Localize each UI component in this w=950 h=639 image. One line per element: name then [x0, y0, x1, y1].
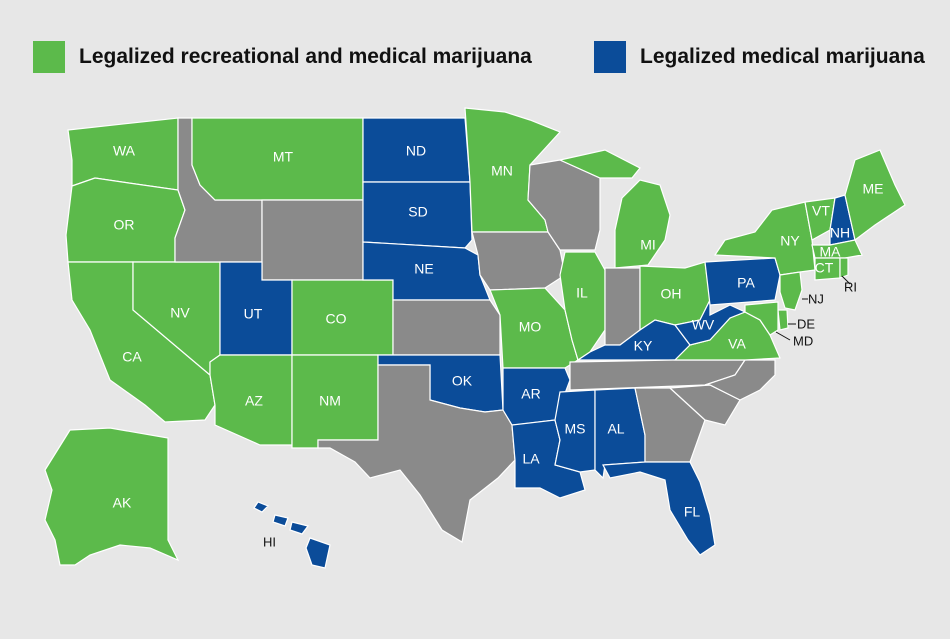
state-SD	[362, 181, 473, 249]
legend-item-recreational: Legalized recreational and medical marij…	[33, 41, 532, 73]
label-AZ: AZ	[245, 393, 263, 409]
label-UT: UT	[244, 306, 263, 322]
state-DE	[777, 309, 789, 331]
label-NY: NY	[780, 233, 800, 249]
label-MN: MN	[491, 163, 513, 179]
legend-item-medical: Legalized medical marijuana	[594, 41, 925, 73]
label-DE: DE	[797, 316, 815, 331]
label-AR: AR	[521, 386, 540, 402]
label-KY: KY	[634, 338, 653, 354]
label-CT: CT	[815, 260, 834, 276]
label-CO: CO	[326, 311, 347, 327]
label-AL: AL	[607, 421, 624, 437]
label-OK: OK	[452, 373, 473, 389]
state-TX	[317, 364, 516, 543]
label-FL: FL	[684, 504, 701, 520]
leader-RI	[841, 275, 851, 285]
label-VT: VT	[812, 203, 830, 219]
label-PA: PA	[737, 275, 755, 291]
legend-swatch-medical	[594, 41, 626, 73]
label-MS: MS	[565, 421, 586, 437]
label-NE: NE	[414, 261, 433, 277]
label-VA: VA	[728, 336, 746, 352]
label-AK: AK	[113, 495, 132, 511]
label-OR: OR	[114, 217, 135, 233]
state-HI	[253, 501, 331, 569]
label-RI: RI	[844, 279, 857, 294]
state-ME	[844, 149, 906, 242]
label-WV: WV	[692, 317, 715, 333]
label-HI: HI	[263, 534, 276, 549]
label-CA: CA	[122, 349, 142, 365]
legend-label-medical: Legalized medical marijuana	[640, 45, 925, 68]
state-KS	[392, 299, 501, 356]
leader-MD	[775, 331, 791, 341]
state-PA	[704, 257, 781, 306]
legend-swatch-recreational	[33, 41, 65, 73]
label-ND: ND	[406, 143, 426, 159]
state-NJ	[779, 271, 803, 311]
state-MI	[558, 149, 671, 269]
label-MD: MD	[793, 333, 813, 348]
state-IA	[471, 231, 566, 291]
label-IL: IL	[576, 285, 588, 301]
label-SD: SD	[408, 204, 427, 220]
label-OH: OH	[661, 286, 682, 302]
label-MO: MO	[519, 319, 542, 335]
label-WA: WA	[113, 143, 136, 159]
legend: Legalized recreational and medical marij…	[0, 0, 950, 110]
state-WV	[673, 299, 747, 346]
label-MT: MT	[273, 149, 294, 165]
state-MD	[744, 301, 779, 336]
label-NH: NH	[830, 225, 850, 241]
label-NM: NM	[319, 393, 341, 409]
state-RI	[839, 257, 849, 279]
state-NC	[704, 359, 776, 401]
label-MI: MI	[640, 237, 656, 253]
label-MA: MA	[820, 244, 842, 260]
state-AK	[44, 427, 180, 566]
state-FL	[602, 461, 716, 556]
state-SC	[668, 384, 741, 426]
label-LA: LA	[522, 451, 540, 467]
label-ME: ME	[863, 181, 884, 197]
label-NJ: NJ	[808, 291, 824, 306]
label-NV: NV	[170, 305, 190, 321]
legend-label-recreational: Legalized recreational and medical marij…	[79, 45, 532, 68]
state-WY	[261, 199, 364, 281]
